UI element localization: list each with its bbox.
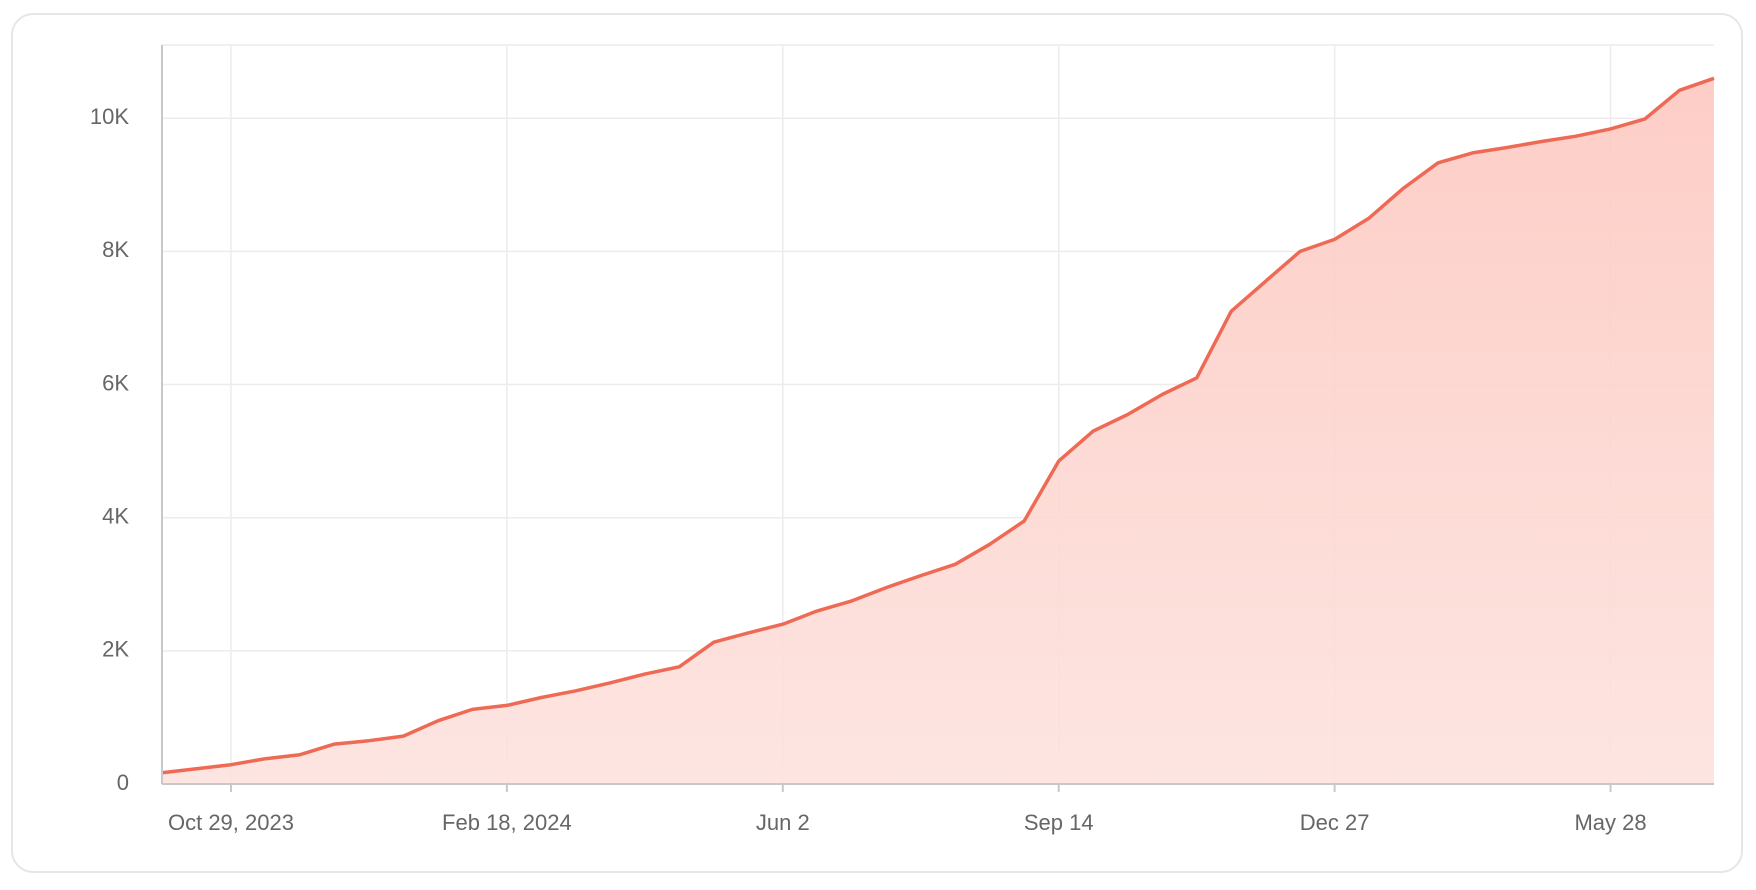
x-tick-label: Jun 2 [756, 810, 810, 835]
y-tick-label: 2K [102, 637, 129, 662]
x-tick-label: Feb 18, 2024 [442, 810, 572, 835]
y-tick-label: 8K [102, 237, 129, 262]
x-tick-label: Dec 27 [1300, 810, 1370, 835]
x-tick-label: Sep 14 [1024, 810, 1094, 835]
x-tick-label: May 28 [1574, 810, 1646, 835]
chart-card [11, 13, 1743, 873]
area [162, 78, 1714, 785]
line [161, 76, 1715, 775]
y-tick-label: 10K [90, 104, 129, 129]
y-tick-label: 0 [117, 770, 129, 795]
x-tick-label: Oct 29, 2023 [168, 810, 294, 835]
y-tick-label: 4K [102, 504, 129, 529]
y-tick-label: 6K [102, 370, 129, 395]
